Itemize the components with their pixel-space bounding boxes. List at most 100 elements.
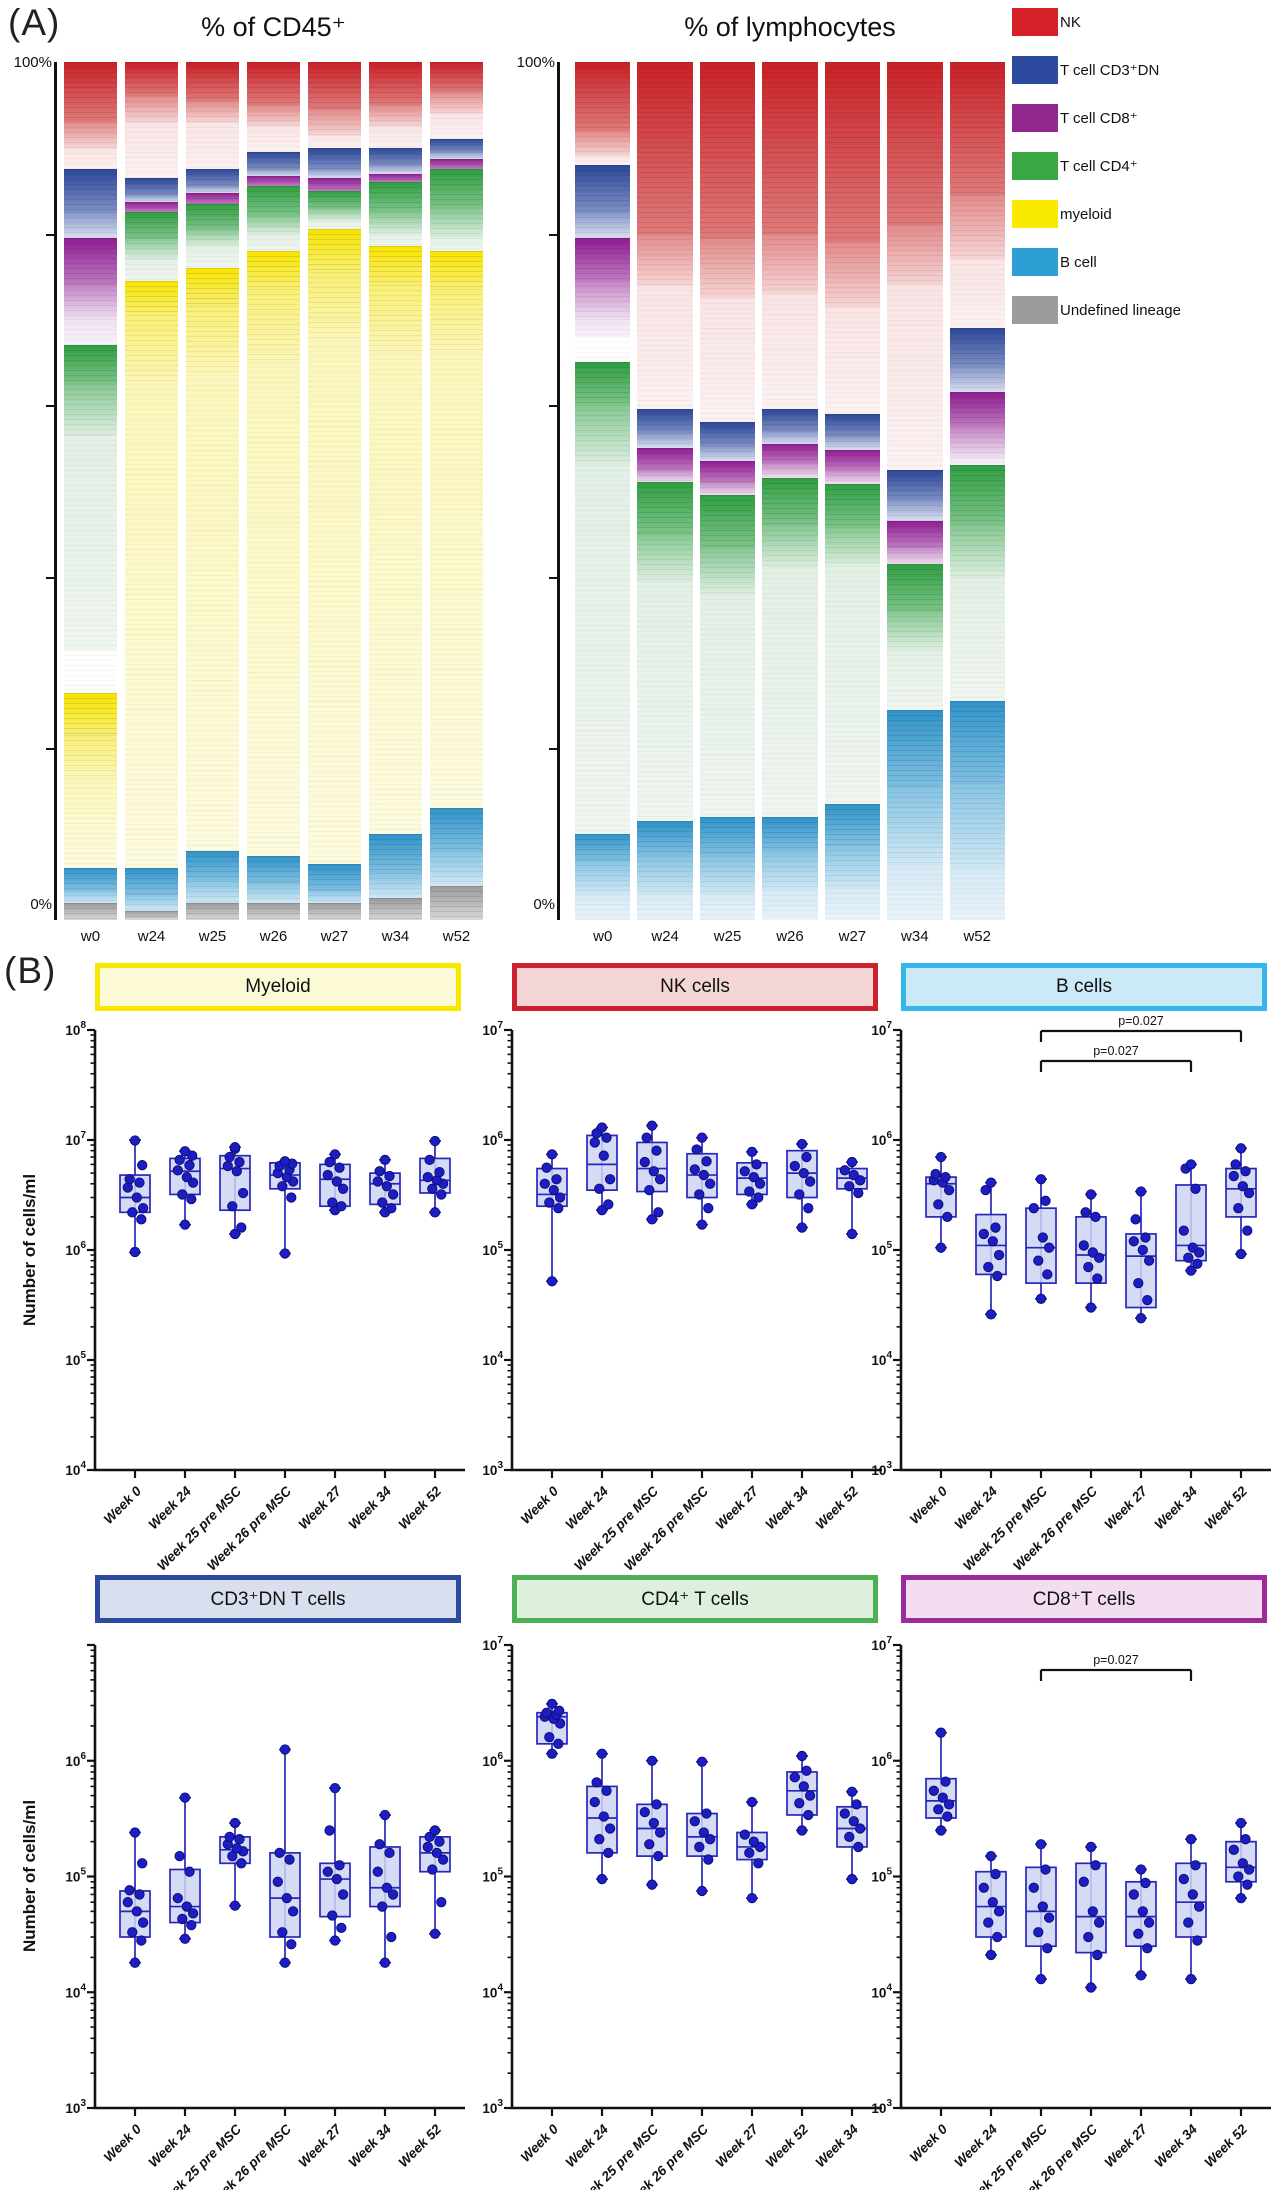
y-tick-label: 107 xyxy=(871,1020,892,1038)
bar-segment-b_bright xyxy=(430,808,483,852)
box-group-nk-3 xyxy=(686,1132,718,1230)
data-point xyxy=(978,1228,989,1240)
bar-segment-dn_fade xyxy=(186,186,239,194)
data-point xyxy=(427,1864,438,1875)
bar-segment-nk_bright xyxy=(762,62,818,234)
bar-segment-nk_fade xyxy=(699,237,756,298)
stacked-bar-w34 xyxy=(369,62,422,920)
data-point xyxy=(694,1189,705,1200)
bar-segment-nk_fade xyxy=(308,109,361,135)
data-point xyxy=(331,1873,342,1885)
bar-segment-cd8_pale xyxy=(575,319,631,337)
data-point xyxy=(646,1120,658,1131)
data-point xyxy=(134,1889,145,1900)
data-point xyxy=(746,1146,758,1158)
data-point xyxy=(234,1834,245,1845)
week-label-w27: w27 xyxy=(838,928,867,945)
data-point xyxy=(603,1847,614,1859)
bar-segment-dn_fade xyxy=(824,436,881,450)
data-point xyxy=(1243,1187,1255,1199)
data-point xyxy=(541,1707,552,1718)
data-point xyxy=(384,1847,395,1859)
data-point xyxy=(1080,1207,1091,1218)
bar-segment-nk_bright xyxy=(637,62,693,234)
data-point xyxy=(1028,1882,1039,1893)
bar-segment-cd8_bright xyxy=(64,237,117,286)
data-point xyxy=(172,1165,183,1176)
bar-segment-cd4_pale xyxy=(125,259,178,281)
bar-segment-nk_bright xyxy=(824,62,881,243)
box-group-cd4-4 xyxy=(736,1796,768,1904)
data-point xyxy=(1135,1313,1147,1324)
bar-segment-mye_bright xyxy=(369,246,422,285)
y-tick-label: 103 xyxy=(482,2098,503,2116)
bar-segment-pinkwhite xyxy=(430,113,483,140)
data-point xyxy=(753,1858,764,1869)
data-point xyxy=(131,1192,142,1203)
data-point xyxy=(654,1827,666,1838)
y-axis-tick xyxy=(46,405,54,407)
data-point xyxy=(1037,1232,1048,1243)
x-group-label: Week 0 xyxy=(907,2121,951,2165)
box-group-cd3dn-1 xyxy=(169,1792,201,1944)
legend-swatch-icon xyxy=(1012,104,1058,132)
bar-segment-mye_bright xyxy=(308,229,361,273)
x-group-label: Week 0 xyxy=(518,1483,562,1527)
bar-segment-dn_bright xyxy=(308,147,361,170)
x-group-label: Week 27 xyxy=(712,1482,762,1532)
bar-segment-b_pale xyxy=(699,894,756,920)
data-point xyxy=(689,1816,700,1827)
data-point xyxy=(286,1939,297,1950)
data-point xyxy=(803,1203,814,1214)
data-point xyxy=(1128,1236,1139,1247)
data-point xyxy=(933,1199,944,1210)
data-point xyxy=(796,1138,808,1150)
bar-segment-b_bright xyxy=(762,816,818,852)
data-point xyxy=(429,1135,441,1147)
bar-segment-cd8_fade xyxy=(762,463,818,479)
bar-segment-b_pale xyxy=(575,894,631,920)
bar-segment-dn_fade xyxy=(247,169,300,177)
data-point xyxy=(122,1182,133,1193)
bar-segment-nk_bright xyxy=(369,62,422,105)
bar-segment-cd8_bright xyxy=(637,448,693,470)
bar-segment-cd4_fade xyxy=(699,546,756,594)
bar-segment-pinkwhite xyxy=(308,134,361,148)
bar-segment-cd4_fade xyxy=(824,526,881,566)
data-point xyxy=(978,1882,989,1893)
x-group-label: Week 25 pre MSC xyxy=(154,1483,244,1573)
data-point xyxy=(794,1798,805,1809)
x-group-label: Week 24 xyxy=(562,2121,611,2170)
bar-segment-dn_fade xyxy=(64,212,117,238)
data-point xyxy=(1033,1255,1044,1266)
bar-segment-b_fade xyxy=(64,889,117,903)
box-group-cd4-6 xyxy=(836,1786,868,1885)
data-point xyxy=(179,1146,191,1157)
data-point xyxy=(279,1248,291,1259)
box-group-nk-2 xyxy=(636,1120,668,1225)
box-group-cd8-6 xyxy=(1225,1817,1257,1904)
data-point xyxy=(131,1906,142,1917)
box-group-nk-1 xyxy=(586,1122,618,1216)
y-tick-label: 106 xyxy=(871,1130,892,1148)
bar-segment-b_bright xyxy=(369,834,422,873)
data-point xyxy=(174,1850,185,1862)
week-label-w0: w0 xyxy=(593,928,613,945)
data-point xyxy=(372,1176,383,1187)
bar-segment-cd8_fade xyxy=(575,280,631,320)
data-point xyxy=(589,1796,600,1808)
data-point xyxy=(422,1171,433,1183)
data-point xyxy=(993,1249,1005,1261)
legend-label: myeloid xyxy=(1060,205,1112,223)
data-point xyxy=(644,1185,655,1196)
data-point xyxy=(229,1817,241,1829)
box-group-cd8-1 xyxy=(975,1850,1007,1961)
data-point xyxy=(541,1162,552,1173)
data-point xyxy=(129,1957,141,1968)
data-point xyxy=(129,1135,141,1146)
bar-segment-nk_fade xyxy=(949,194,1005,260)
data-point xyxy=(177,1189,188,1200)
